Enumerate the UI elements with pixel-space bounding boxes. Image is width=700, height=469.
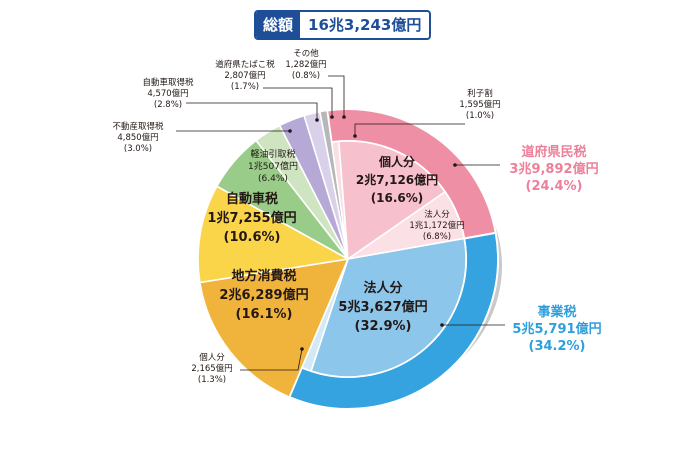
labels-layer: 個人分 2兆7,126億円(16.6%) 法人分 1兆1,172億円(6.8%) 法人分… <box>112 48 601 385</box>
slice-label: 自動車税 1兆7,255億円(10.6%) <box>207 191 296 245</box>
leader-dot <box>300 347 304 351</box>
pie-slice <box>198 257 350 399</box>
slice-label: 個人分 2兆7,126億円(16.6%) <box>356 154 438 205</box>
slice-label: 個人分 2,165億円(1.3%) <box>191 352 232 385</box>
leader-lines-layer <box>176 75 505 371</box>
slice-label: 道府県たばこ税 2,807億円(1.7%) <box>215 59 275 92</box>
leader-dot <box>315 118 319 122</box>
leader-line <box>263 87 333 117</box>
pie-slice <box>310 237 467 378</box>
leader-line <box>240 348 303 371</box>
total-label: 総額 <box>256 12 301 38</box>
slice-label: 法人分 5兆3,627億円(32.9%) <box>338 280 427 334</box>
slice-label: 軽油引取税 1兆507億円(6.4%) <box>248 148 298 184</box>
group-label: 道府県民税 3兆9,892億円(24.4%) <box>509 144 598 194</box>
pie-slice <box>197 185 351 284</box>
leader-dot <box>353 134 357 138</box>
slice-label: 地方消費税 2兆6,289億円(16.1%) <box>219 268 308 322</box>
leader-dot <box>440 323 444 327</box>
leader-line <box>328 75 345 117</box>
slice-label: 不動産取得税 4,850億円(3.0%) <box>112 121 164 154</box>
leader-dot <box>330 115 334 119</box>
slice-label: その他 1,282億円(0.8%) <box>285 48 326 81</box>
leader-line <box>186 102 318 120</box>
slice-label: 自動車取得税 4,570億円(2.8%) <box>142 77 194 110</box>
total-box: 総額 16兆3,243億円 <box>254 10 432 40</box>
total-value: 16兆3,243億円 <box>308 16 422 34</box>
pie-slice <box>318 109 349 260</box>
group-label: 事業税 5兆5,791億円(34.2%) <box>512 304 601 354</box>
slices-layer <box>197 109 467 399</box>
leader-dot <box>342 115 346 119</box>
leader-line <box>354 123 465 136</box>
slice-label: 利子割 1,595億円(1.0%) <box>459 88 500 121</box>
leader-dot <box>453 163 457 167</box>
slice-label: 法人分 1兆1,172億円(6.8%) <box>409 209 464 242</box>
pie-slice <box>337 140 447 261</box>
leader-dot <box>288 129 292 133</box>
